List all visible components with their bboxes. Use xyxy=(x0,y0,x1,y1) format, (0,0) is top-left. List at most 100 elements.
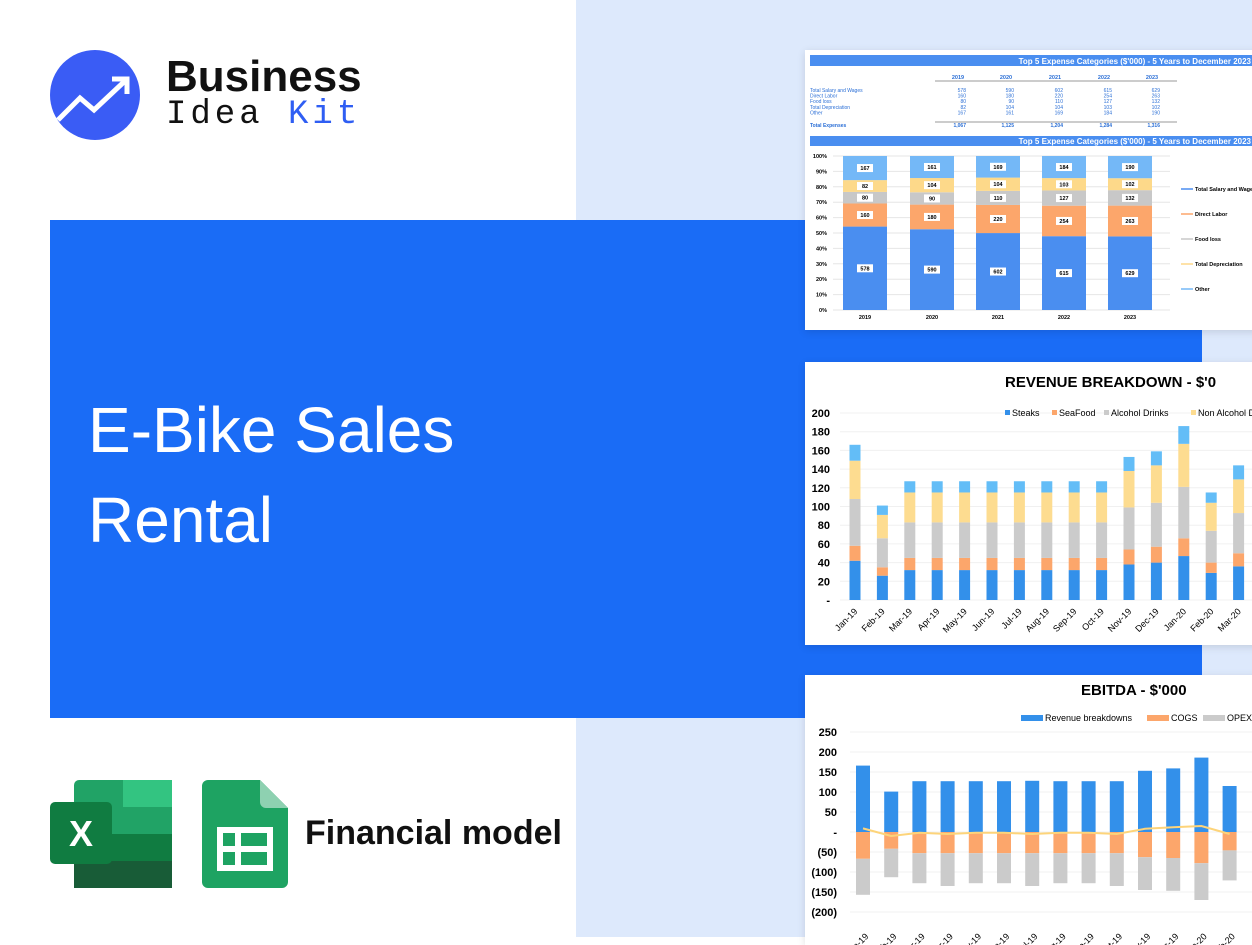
bar-segment xyxy=(1041,481,1053,493)
cell-value: 590 xyxy=(1006,88,1015,94)
row-label: Total Depreciation xyxy=(810,105,850,111)
bar-segment xyxy=(1068,492,1080,523)
bar-segment xyxy=(1013,570,1025,600)
data-label-bg xyxy=(1122,269,1138,278)
ebitda-line xyxy=(862,824,1230,838)
bar-segment xyxy=(1096,492,1108,523)
revenue-chart: REVENUE BREAKDOWN - $'0 - 20 40 60 80 100 120 14… xyxy=(812,374,1252,635)
legend-label: Total Salary and Wages xyxy=(1195,187,1252,193)
row-label: Direct Labor xyxy=(810,94,838,100)
bar-segment xyxy=(1166,768,1181,832)
data-label: 160 xyxy=(860,213,869,219)
bar-segment xyxy=(940,832,955,854)
cell-value: 104 xyxy=(1055,105,1064,111)
cell-value: 90 xyxy=(1008,99,1014,105)
bar-segment xyxy=(1194,863,1209,900)
x-tick: Jan-19 xyxy=(833,606,860,633)
legend-swatch xyxy=(1052,410,1057,415)
bar-segment xyxy=(1109,832,1124,854)
svg-text:X: X xyxy=(69,813,93,854)
bar-segment xyxy=(1205,530,1217,563)
bar-segment xyxy=(1205,562,1217,573)
cell-value: 110 xyxy=(1055,99,1063,105)
bar-segment xyxy=(904,570,916,600)
x-tick: May-19 xyxy=(955,931,983,945)
bar-segment xyxy=(856,858,870,895)
bar-segment xyxy=(876,505,888,515)
data-label-bg xyxy=(1056,269,1072,278)
bar-segment xyxy=(1096,522,1108,558)
y-tick: 90% xyxy=(816,169,827,175)
bar-segment xyxy=(1194,757,1209,832)
x-tick: Dec-19 xyxy=(1133,606,1161,634)
data-label-bg xyxy=(1122,163,1138,172)
data-label-bg xyxy=(1122,180,1138,189)
bar-segment xyxy=(1205,492,1217,503)
cell-value: 127 xyxy=(1104,99,1113,105)
y-tick: 180 xyxy=(812,427,830,439)
row-label: Total Salary and Wages xyxy=(810,88,863,94)
y-tick: 30% xyxy=(816,262,827,268)
x-tick: Jul-19 xyxy=(999,606,1023,630)
bar-segment xyxy=(1068,522,1080,558)
y-tick: 100 xyxy=(812,502,830,514)
legend-swatch xyxy=(1147,715,1169,721)
bar-segment xyxy=(1178,426,1190,444)
title-line-2: Rental xyxy=(88,484,273,556)
cell-value: 80 xyxy=(960,99,966,105)
bar-segment xyxy=(1096,570,1108,600)
bar-segment xyxy=(1013,522,1025,558)
bar-segment xyxy=(1053,853,1068,884)
bar-segment xyxy=(1178,556,1190,600)
data-label-bg xyxy=(857,164,873,173)
y-tick: 70% xyxy=(816,200,827,206)
x-tick: 2020 xyxy=(926,315,938,321)
data-label: 127 xyxy=(1059,196,1068,202)
legend-label: OPEX xyxy=(1227,713,1252,723)
bar-segment xyxy=(1123,507,1135,550)
data-label-bg xyxy=(1056,180,1072,189)
year-header: 2019 xyxy=(952,75,964,81)
bar-segment xyxy=(1138,770,1152,832)
bar-segment xyxy=(1081,832,1096,854)
bar-segment xyxy=(1123,456,1135,471)
x-tick: Mar-20 xyxy=(1216,606,1243,633)
bar-segment xyxy=(1025,832,1040,854)
bar-segment xyxy=(997,853,1011,884)
data-label: 629 xyxy=(1125,271,1134,277)
data-label-bg xyxy=(1122,217,1138,226)
bar-segment xyxy=(876,567,888,576)
brand-name: Business xyxy=(166,52,362,101)
data-label-bg xyxy=(990,193,1006,202)
bar-segment xyxy=(856,765,870,832)
cell-value: 615 xyxy=(1104,88,1113,94)
y-tick: 250 xyxy=(819,727,837,739)
y-tick: 40% xyxy=(816,246,827,252)
y-tick: 10% xyxy=(816,293,827,299)
bar-segment xyxy=(1096,481,1108,493)
legend-label: Revenue breakdowns xyxy=(1045,713,1133,723)
y-tick: 60% xyxy=(816,216,827,222)
cell-value: 578 xyxy=(958,88,967,94)
expense-report-card: Top 5 Expense Categories ($'000) - 5 Yea… xyxy=(805,50,1252,330)
row-label: Other xyxy=(810,110,823,116)
bar-segment xyxy=(1053,781,1068,832)
data-label: 169 xyxy=(993,165,1002,171)
bar-segment xyxy=(1123,470,1135,508)
data-label: 110 xyxy=(994,196,1003,202)
x-tick: Jan-20 xyxy=(1182,931,1209,945)
bar-segment xyxy=(1096,557,1108,571)
bar-segment xyxy=(1233,566,1245,600)
cell-value: 132 xyxy=(1152,99,1161,105)
x-tick: Nov-19 xyxy=(1106,606,1134,634)
data-label-bg xyxy=(1056,163,1072,172)
bar-segment xyxy=(1081,781,1096,832)
data-label-bg xyxy=(924,212,940,221)
bar-segment xyxy=(1068,557,1080,571)
y-tick: - xyxy=(833,827,837,839)
bar-segment xyxy=(986,557,998,571)
bar-segment xyxy=(1041,557,1053,571)
x-tick: 2021 xyxy=(992,315,1004,321)
bar-segment xyxy=(849,560,861,600)
x-tick: Oct-19 xyxy=(1080,606,1106,632)
